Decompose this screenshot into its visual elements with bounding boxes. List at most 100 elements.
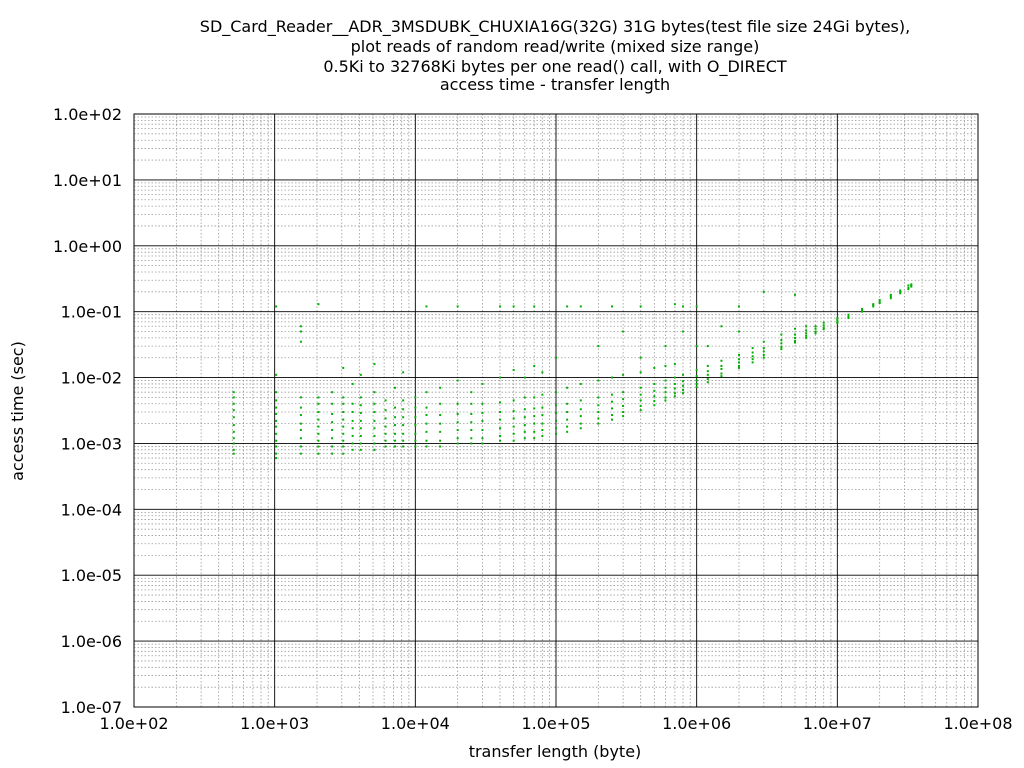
data-point <box>653 404 656 407</box>
data-point <box>456 305 459 308</box>
data-point <box>566 430 569 433</box>
x-tick-label: 1.0e+05 <box>521 714 590 733</box>
data-point <box>299 414 302 417</box>
data-point <box>872 303 875 306</box>
major-grid <box>133 113 979 708</box>
data-point <box>597 345 600 348</box>
data-point <box>299 452 302 455</box>
data-point <box>814 330 817 333</box>
data-point <box>878 301 881 304</box>
data-point <box>541 422 544 425</box>
data-point <box>402 408 405 411</box>
data-point <box>738 330 741 333</box>
y-axis-label: access time (sec) <box>8 341 27 481</box>
data-point <box>342 418 345 421</box>
data-point <box>384 445 387 448</box>
data-point <box>673 395 676 398</box>
data-point <box>331 412 334 415</box>
data-point <box>706 345 709 348</box>
data-point <box>780 333 783 336</box>
data-point <box>299 325 302 328</box>
data-point <box>720 325 723 328</box>
data-point <box>738 361 741 364</box>
y-tick-label: 1.0e-04 <box>61 500 122 519</box>
data-point <box>342 411 345 414</box>
data-point <box>836 318 839 321</box>
data-point <box>481 428 484 431</box>
data-point <box>425 430 428 433</box>
data-point <box>762 356 765 359</box>
data-point <box>425 305 428 308</box>
data-point <box>695 345 698 348</box>
data-point <box>706 373 709 376</box>
data-point <box>610 418 613 421</box>
data-point <box>351 448 354 451</box>
data-point <box>555 419 557 422</box>
data-point <box>653 382 656 385</box>
data-point <box>275 425 278 428</box>
data-point <box>512 439 515 442</box>
data-point <box>470 437 473 440</box>
data-point <box>232 424 235 427</box>
data-point <box>566 402 569 405</box>
data-point <box>555 411 557 414</box>
data-point <box>695 385 698 388</box>
data-point <box>899 292 902 295</box>
data-point <box>393 439 396 442</box>
data-point <box>359 419 362 422</box>
data-point <box>342 425 345 428</box>
data-point <box>566 411 569 414</box>
data-point <box>579 305 582 308</box>
data-point <box>481 437 484 440</box>
data-point <box>317 411 320 414</box>
y-tick-labels: 1.0e-07 1.0e-06 1.0e-05 1.0e-04 1.0e-03 1.0e-… <box>53 105 122 717</box>
data-point <box>393 416 396 419</box>
data-point <box>393 386 396 389</box>
y-tick-label: 1.0e-03 <box>61 434 122 453</box>
data-point <box>639 356 642 359</box>
data-point <box>317 402 320 405</box>
data-point <box>351 411 354 414</box>
data-point <box>793 327 796 330</box>
data-point <box>299 437 302 440</box>
data-point <box>232 430 235 433</box>
data-point <box>317 439 320 442</box>
data-point <box>822 326 825 329</box>
data-point <box>232 396 235 399</box>
data-point <box>317 425 320 428</box>
data-point <box>512 432 515 435</box>
data-point <box>373 402 376 405</box>
data-point <box>317 396 320 399</box>
x-tick-labels: 1.0e+02 1.0e+03 1.0e+04 1.0e+05 1.0e+06 1.0e+… <box>99 714 1012 733</box>
data-point <box>456 428 459 431</box>
data-point <box>910 285 913 288</box>
data-point <box>232 402 235 405</box>
data-point <box>639 393 642 396</box>
data-point <box>579 408 582 411</box>
data-point <box>402 424 405 427</box>
data-point <box>555 391 557 394</box>
data-point <box>836 322 839 325</box>
data-point <box>639 371 642 374</box>
data-point <box>470 442 473 445</box>
data-point <box>359 427 362 430</box>
y-tick-label: 1.0e-05 <box>61 566 122 585</box>
data-point <box>275 432 278 435</box>
data-point <box>317 303 320 306</box>
x-tick-label: 1.0e+06 <box>662 714 731 733</box>
data-point <box>597 422 600 425</box>
data-point <box>622 415 625 418</box>
data-point <box>499 376 502 379</box>
data-point <box>622 330 625 333</box>
data-point <box>351 427 354 430</box>
data-point <box>414 445 417 448</box>
data-point <box>889 293 892 296</box>
data-point <box>232 452 235 455</box>
data-point <box>793 293 796 296</box>
data-point <box>610 393 613 396</box>
data-point <box>720 367 723 370</box>
data-point <box>512 305 515 308</box>
data-point <box>861 309 864 312</box>
data-point <box>610 376 613 379</box>
data-point <box>762 353 765 356</box>
